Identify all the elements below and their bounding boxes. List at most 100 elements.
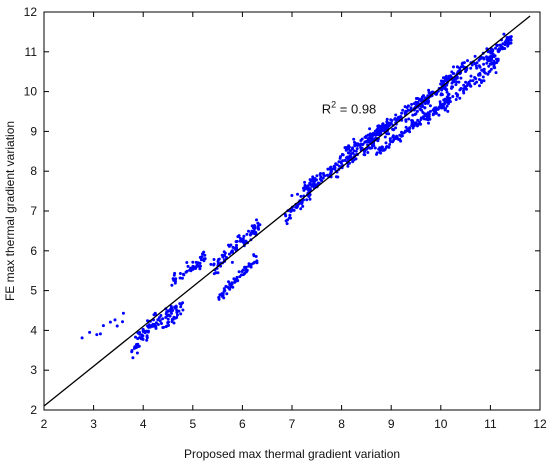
data-point xyxy=(452,79,456,83)
data-point xyxy=(370,136,374,140)
data-point xyxy=(240,273,243,277)
y-tick-label: 7 xyxy=(30,204,37,218)
data-point xyxy=(509,41,513,45)
data-point xyxy=(108,320,112,324)
data-point xyxy=(395,118,398,122)
data-point xyxy=(383,147,387,151)
data-point xyxy=(255,259,259,263)
data-point xyxy=(373,146,377,150)
data-point xyxy=(376,132,380,136)
data-point xyxy=(478,71,482,75)
data-point xyxy=(412,121,416,125)
data-point xyxy=(494,46,497,50)
data-point xyxy=(326,167,330,171)
data-point xyxy=(489,62,493,66)
x-axis-label: Proposed max thermal gradient variation xyxy=(184,447,400,461)
data-point xyxy=(329,165,333,169)
data-point xyxy=(346,151,350,155)
data-point xyxy=(465,84,469,88)
data-point xyxy=(462,91,466,95)
data-point xyxy=(502,32,506,36)
data-point xyxy=(212,258,216,261)
data-point xyxy=(173,281,177,285)
data-point xyxy=(318,177,322,181)
data-point xyxy=(303,184,307,188)
data-point xyxy=(496,49,500,53)
data-point xyxy=(241,268,245,272)
data-point xyxy=(352,149,356,153)
data-point xyxy=(247,264,251,268)
data-point xyxy=(244,239,248,243)
data-point xyxy=(470,63,474,67)
data-point xyxy=(376,124,380,128)
data-point xyxy=(407,117,411,121)
data-point xyxy=(80,336,84,340)
data-point xyxy=(170,283,174,287)
data-point xyxy=(306,186,310,190)
data-point xyxy=(391,127,395,131)
data-point xyxy=(403,105,407,109)
data-point xyxy=(505,36,509,39)
data-point xyxy=(220,294,224,298)
data-point xyxy=(371,131,375,135)
data-point xyxy=(308,181,312,185)
data-point xyxy=(422,117,426,121)
data-point xyxy=(454,98,458,101)
data-point xyxy=(454,83,458,87)
x-tick-label: 10 xyxy=(434,417,448,431)
data-point xyxy=(492,55,496,59)
data-point xyxy=(200,255,204,259)
data-point xyxy=(419,122,423,126)
data-point xyxy=(496,43,499,47)
data-point xyxy=(319,175,323,179)
data-point xyxy=(408,130,412,134)
data-point xyxy=(439,93,443,97)
data-point xyxy=(425,112,429,116)
data-point xyxy=(189,266,193,270)
data-point xyxy=(355,147,359,151)
data-point xyxy=(354,149,358,153)
data-point xyxy=(315,178,318,182)
data-point xyxy=(225,292,229,296)
data-point xyxy=(199,264,202,268)
data-point xyxy=(490,56,493,60)
data-point xyxy=(406,127,410,131)
data-point xyxy=(186,264,190,268)
data-point xyxy=(447,92,451,96)
data-point xyxy=(469,66,473,70)
data-point xyxy=(239,238,243,242)
data-point xyxy=(445,90,449,94)
data-point xyxy=(501,47,505,51)
data-point xyxy=(423,102,427,105)
data-point xyxy=(434,106,438,110)
data-point xyxy=(445,104,449,108)
data-point xyxy=(140,337,144,341)
data-point xyxy=(156,323,160,326)
data-point xyxy=(473,54,477,58)
data-point xyxy=(237,270,241,274)
data-point xyxy=(154,312,157,316)
data-point xyxy=(121,320,124,324)
data-point xyxy=(404,109,408,113)
data-point xyxy=(299,194,303,198)
data-point xyxy=(170,311,173,315)
data-point xyxy=(366,151,370,154)
data-point xyxy=(146,324,149,328)
data-point xyxy=(253,232,257,236)
data-point xyxy=(191,260,195,264)
data-point xyxy=(359,143,362,147)
data-point xyxy=(153,324,157,327)
data-point xyxy=(296,192,299,196)
data-point xyxy=(455,80,459,84)
x-tick-label: 4 xyxy=(140,417,147,431)
data-point xyxy=(343,158,347,162)
data-point xyxy=(229,243,233,247)
data-point xyxy=(308,197,312,201)
data-point xyxy=(385,120,389,124)
data-point xyxy=(451,72,455,75)
data-point xyxy=(180,276,184,280)
data-point xyxy=(428,104,432,108)
data-point xyxy=(156,318,160,322)
data-point xyxy=(255,218,258,222)
